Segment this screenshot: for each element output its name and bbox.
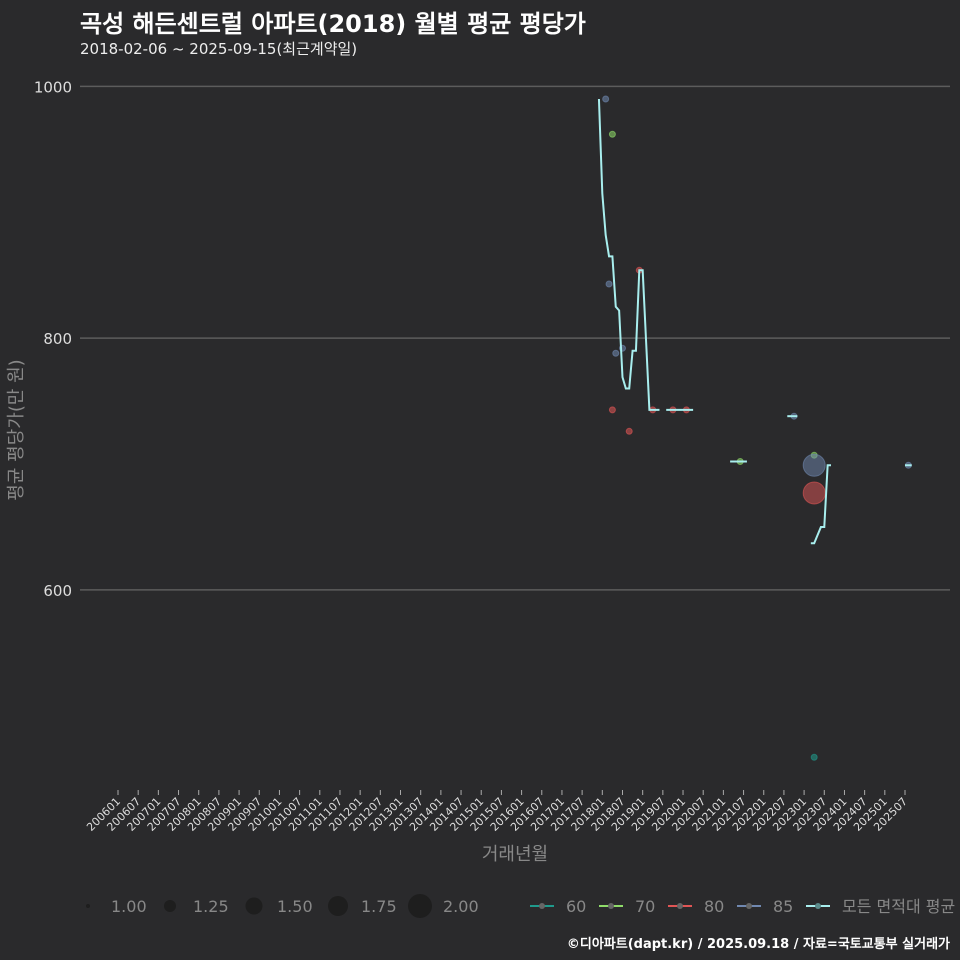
- data-point-80: [625, 427, 633, 435]
- data-point-85: [605, 280, 613, 288]
- legend-label-60: 60: [566, 897, 586, 916]
- size-legend-label: 1.50: [277, 897, 313, 916]
- data-point-70: [608, 130, 616, 138]
- y-tick-label: 800: [43, 330, 72, 348]
- legend-dot-85: [746, 903, 752, 909]
- legend-dot-all: [815, 903, 821, 909]
- average-line-segment: [810, 464, 832, 545]
- size-legend-label: 2.00: [443, 897, 479, 916]
- size-legend-dot: [245, 897, 263, 915]
- legend-dot-60: [539, 903, 545, 909]
- y-axis-label: 평균 평당가(만 원): [6, 359, 27, 500]
- data-point-80: [608, 406, 616, 414]
- legend-dot-80: [677, 903, 683, 909]
- legend-dot-70: [608, 903, 614, 909]
- legend-label-80: 80: [704, 897, 724, 916]
- size-legend-dot: [164, 900, 176, 912]
- average-line-segment: [597, 98, 660, 411]
- size-legend-dot: [86, 904, 90, 908]
- size-legend-dot: [328, 896, 348, 916]
- legend-label-70: 70: [635, 897, 655, 916]
- y-tick-label: 600: [43, 582, 72, 600]
- source-caption: ©디아파트(dapt.kr) / 2025.09.18 / 자료=국토교통부 실…: [566, 937, 950, 952]
- size-legend-label: 1.25: [193, 897, 229, 916]
- chart-subtitle: 2018-02-06 ~ 2025-09-15(최근계약일): [80, 40, 358, 58]
- size-legend-label: 1.00: [111, 897, 147, 916]
- data-point-80: [802, 481, 826, 505]
- y-tick-label: 1000: [34, 78, 72, 96]
- size-legend-label: 1.75: [361, 897, 397, 916]
- x-axis-label: 거래년월: [482, 844, 548, 865]
- legend-label-85: 85: [773, 897, 793, 916]
- data-point-85: [802, 453, 826, 477]
- data-point-85: [602, 95, 610, 103]
- size-legend-dot: [408, 894, 432, 918]
- data-point-60: [810, 753, 818, 761]
- legend-label-all: 모든 면적대 평균: [842, 897, 955, 916]
- chart-title: 곡성 해든센트럴 아파트(2018) 월별 평균 평당가: [80, 10, 586, 38]
- data-point-85: [612, 349, 620, 357]
